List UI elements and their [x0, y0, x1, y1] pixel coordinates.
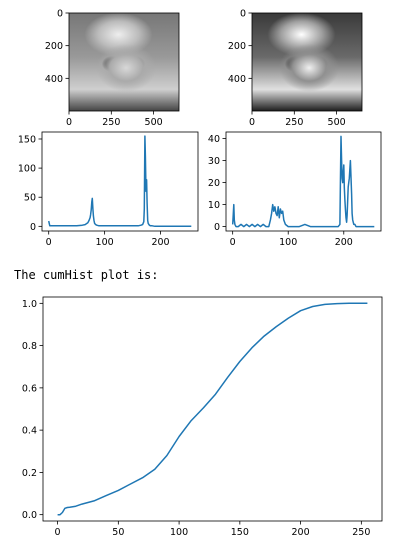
original-histogram-xtick-label: 0: [46, 237, 52, 248]
equalized-histogram-frame: [225, 131, 382, 232]
equalized-histogram-line: [231, 135, 375, 228]
equalized-histogram-xtick-label: 0: [230, 237, 236, 248]
equalized-histogram-xtick-label: 200: [335, 237, 353, 248]
cumulative-histogram-xtick-label: 250: [352, 527, 370, 538]
original-cat-image: [69, 13, 179, 111]
original-image-ytick-label: 0: [57, 9, 63, 20]
equalized-image-ytick-label: 0: [240, 9, 246, 20]
equalized-image-frame: [251, 12, 363, 112]
equalized-histogram-axes: 0 100 200 0 10 20 30 40: [208, 131, 382, 248]
cumulative-histogram-xtick-label: 150: [231, 527, 249, 538]
equalized-image-xtick-label: 500: [328, 117, 346, 128]
cumulative-histogram-ytick-label: 0.6: [22, 383, 37, 394]
cumulative-histogram-ytick-label: 1.0: [22, 299, 37, 310]
equalized-histogram-ytick-label: 0: [214, 222, 220, 233]
original-histogram-ytick-label: 50: [24, 193, 36, 204]
cumulative-histogram-line: [57, 302, 368, 516]
original-histogram-ytick-label: 100: [18, 164, 36, 175]
original-histogram-frame: [41, 131, 199, 232]
original-image-xtick-label: 0: [66, 117, 72, 128]
equalized-histogram-xtick-label: 100: [279, 237, 297, 248]
original-image-ytick-label: 400: [45, 74, 63, 85]
original-image-xtick-label: 250: [102, 117, 120, 128]
equalized-image-axes: 0 250 500 0 200 400: [228, 9, 363, 128]
equalized-histogram-ytick-label: 30: [208, 156, 220, 167]
cumulative-histogram-ytick-label: 0.4: [22, 426, 37, 437]
cumulative-histogram-axes: 0 50 100 150 200 250 0.0 0.2 0.4 0.6 0.8 1.0: [22, 296, 383, 538]
equalized-image-ytick-label: 200: [228, 41, 246, 52]
equalized-image-xtick-label: 0: [249, 117, 255, 128]
cumhist-caption: The cumHist plot is:: [14, 268, 159, 282]
original-histogram-axes: 0 100 200 0 50 100 150: [18, 131, 199, 248]
cumulative-histogram-xtick-label: 200: [292, 527, 310, 538]
equalized-histogram-ytick-label: 40: [208, 134, 220, 145]
cumulative-histogram-xtick-label: 50: [112, 527, 124, 538]
cumulative-histogram-ytick-label: 0.0: [22, 510, 37, 521]
original-histogram-ytick-label: 150: [18, 134, 36, 145]
original-histogram-xtick-label: 200: [151, 237, 169, 248]
original-image-ytick-label: 200: [45, 41, 63, 52]
original-image-frame: [68, 12, 180, 112]
equalized-image-ytick-label: 400: [228, 74, 246, 85]
equalized-histogram-ytick-label: 20: [208, 178, 220, 189]
cumulative-histogram-ytick-label: 0.2: [22, 468, 37, 479]
original-image-axes: 0 250 500 0 200 400: [45, 9, 180, 128]
equalized-histogram-ytick-label: 10: [208, 200, 220, 211]
cumulative-histogram-ytick-label: 0.8: [22, 341, 37, 352]
equalized-image-xtick-label: 250: [285, 117, 303, 128]
equalized-cat-image: [252, 13, 362, 111]
cumulative-histogram-xtick-label: 0: [55, 527, 61, 538]
original-histogram-xtick-label: 100: [96, 237, 114, 248]
original-histogram-ytick-label: 0: [30, 222, 36, 233]
original-histogram-line: [47, 135, 192, 228]
cumulative-histogram-frame: [42, 296, 383, 522]
cumulative-histogram-xtick-label: 100: [170, 527, 188, 538]
original-image-xtick-label: 500: [145, 117, 163, 128]
